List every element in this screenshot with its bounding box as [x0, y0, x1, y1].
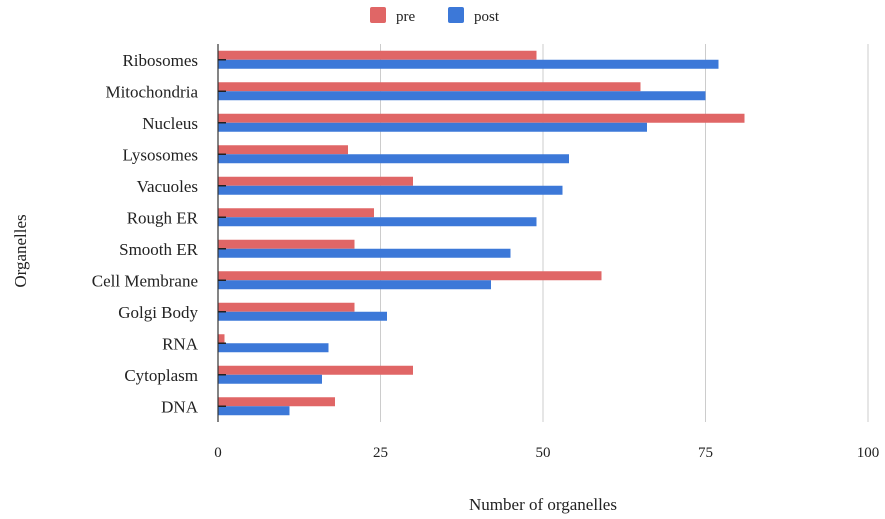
bar-post-nucleus — [218, 122, 647, 132]
legend-label-pre: pre — [396, 9, 415, 25]
bar-pre-cytoplasm — [218, 365, 413, 375]
bar-post-lysosomes — [218, 154, 569, 164]
legend-swatch-post — [448, 7, 464, 23]
y-category-label: Cell Membrane — [92, 271, 198, 290]
bar-pre-rna — [218, 334, 225, 344]
bar-pre-ribosomes — [218, 50, 537, 60]
x-axis: 0 25 50 75 100 — [214, 445, 879, 461]
y-category-label: Ribosomes — [122, 51, 198, 70]
y-category-label: Golgi Body — [118, 303, 198, 322]
legend: pre post — [370, 7, 500, 25]
bar-post-cell-membrane — [218, 280, 491, 290]
x-tick-label: 25 — [373, 445, 388, 461]
y-category-label: DNA — [161, 397, 199, 416]
y-category-label: Smooth ER — [119, 240, 199, 259]
bar-post-vacuoles — [218, 185, 563, 195]
bar-post-mitochondria — [218, 91, 706, 101]
y-axis-title: Organelles — [11, 214, 30, 287]
bar-pre-golgi-body — [218, 302, 355, 312]
y-category-label: Vacuoles — [137, 177, 198, 196]
x-tick-label: 75 — [698, 445, 713, 461]
y-category-label: Mitochondria — [105, 82, 198, 101]
y-axis: Ribosomes Mitochondria Nucleus Lysosomes Vac… — [92, 44, 226, 422]
bar-pre-nucleus — [218, 113, 745, 123]
x-tick-label: 0 — [214, 445, 222, 461]
legend-swatch-pre — [370, 7, 386, 23]
y-category-label: RNA — [162, 334, 199, 353]
bar-post-cytoplasm — [218, 374, 322, 384]
bar-pre-dna — [218, 397, 335, 407]
bar-pre-lysosomes — [218, 145, 348, 155]
bar-post-smooth-er — [218, 248, 511, 258]
bar-pre-smooth-er — [218, 239, 355, 249]
y-category-label: Nucleus — [142, 114, 198, 133]
bars — [218, 50, 745, 416]
bar-post-dna — [218, 406, 290, 416]
bar-pre-vacuoles — [218, 176, 413, 186]
y-category-label: Cytoplasm — [124, 366, 198, 385]
bar-pre-cell-membrane — [218, 271, 602, 281]
bar-pre-mitochondria — [218, 82, 641, 92]
bar-post-golgi-body — [218, 311, 387, 321]
bar-post-ribosomes — [218, 59, 719, 69]
x-tick-label: 50 — [536, 445, 551, 461]
y-category-label: Rough ER — [127, 208, 199, 227]
bar-post-rough-er — [218, 217, 537, 227]
gridlines — [380, 44, 869, 422]
bar-pre-rough-er — [218, 208, 374, 218]
x-tick-label: 100 — [857, 445, 880, 461]
x-axis-title: Number of organelles — [469, 495, 617, 514]
bar-post-rna — [218, 343, 329, 353]
y-category-label: Lysosomes — [122, 145, 198, 164]
legend-label-post: post — [474, 9, 500, 25]
